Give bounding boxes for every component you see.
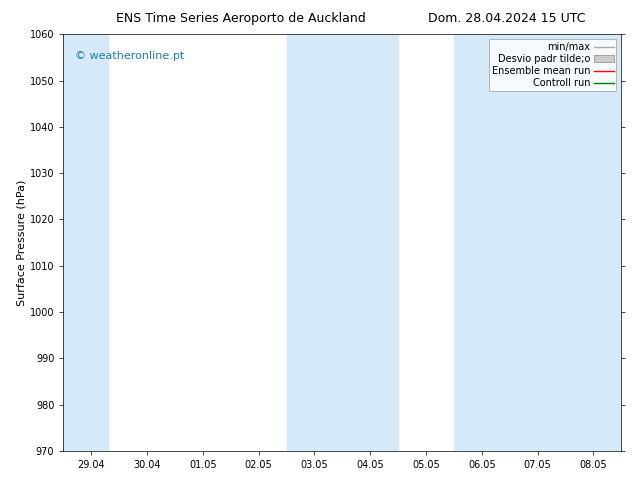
Text: © weatheronline.pt: © weatheronline.pt: [75, 51, 184, 61]
Legend: min/max, Desvio padr tilde;o, Ensemble mean run, Controll run: min/max, Desvio padr tilde;o, Ensemble m…: [489, 39, 616, 91]
Text: ENS Time Series Aeroporto de Auckland: ENS Time Series Aeroporto de Auckland: [116, 12, 366, 25]
Bar: [454, 34, 621, 451]
Bar: [63, 34, 108, 451]
Y-axis label: Surface Pressure (hPa): Surface Pressure (hPa): [17, 179, 27, 306]
Bar: [287, 34, 398, 451]
Text: Dom. 28.04.2024 15 UTC: Dom. 28.04.2024 15 UTC: [429, 12, 586, 25]
